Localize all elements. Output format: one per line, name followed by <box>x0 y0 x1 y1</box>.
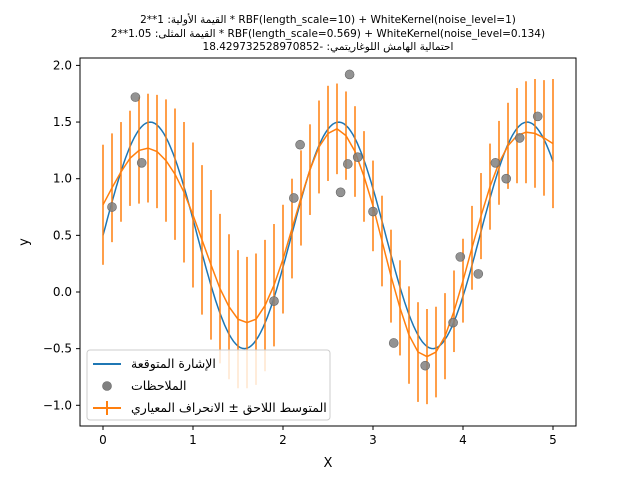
title-line-1: القيمة الأولية: 1**2 * RBF(length_scale=… <box>140 13 516 26</box>
observation-point <box>288 193 299 203</box>
observation-point <box>455 252 466 262</box>
legend: الإشارة المتوقعة الملاحظات المتوسط اللاحق … <box>86 349 331 421</box>
observation-point <box>295 139 305 150</box>
legend-label: الملاحظات <box>131 378 187 393</box>
y-tick-label: 0.0 <box>53 285 72 299</box>
x-tick-label: 1 <box>189 433 197 447</box>
observation-point <box>490 158 501 168</box>
x-axis-label: X <box>324 456 333 471</box>
x-tick-label: 2 <box>279 433 287 447</box>
observation-point <box>420 360 431 371</box>
observation-point <box>130 92 141 102</box>
observation-point <box>352 152 363 162</box>
legend-label: الإشارة المتوقعة <box>131 356 216 372</box>
x-tick-label: 0 <box>99 433 107 447</box>
y-tick-label: −0.5 <box>43 342 72 356</box>
y-tick-label: 2.0 <box>53 58 72 72</box>
posterior-mean-line <box>102 127 554 358</box>
x-axis: 0 1 2 3 4 5 <box>99 426 557 447</box>
legend-circle-icon <box>102 381 112 391</box>
observation-point <box>501 173 512 184</box>
observation-point <box>107 202 117 212</box>
legend-box <box>86 349 331 421</box>
y-axis-label: y <box>17 238 32 246</box>
title-line-2: القيمة المثلى: 1.05**2 * RBF(length_scal… <box>111 28 545 40</box>
y-tick-label: 1.0 <box>53 172 72 186</box>
observation-point <box>335 187 346 198</box>
y-tick-label: 0.5 <box>53 228 72 242</box>
axes-frame <box>79 57 577 427</box>
observation-point <box>136 158 147 168</box>
observation-point <box>532 111 543 122</box>
observation-point <box>342 159 353 169</box>
legend-label: المتوسط اللاحق ± الانحراف المعياري <box>131 400 327 416</box>
y-tick-label: −1.0 <box>43 398 72 412</box>
observation-point <box>514 133 525 143</box>
chart-title: القيمة الأولية: 1**2 * RBF(length_scale=… <box>111 13 545 53</box>
observation-point <box>269 296 279 306</box>
x-tick-label: 5 <box>549 433 557 447</box>
y-axis: −1.0 −0.5 0.0 0.5 1.0 1.5 2.0 <box>43 58 80 412</box>
plot-area <box>102 69 554 405</box>
observation-point <box>388 338 399 348</box>
observation-point <box>368 206 378 217</box>
title-line-3: احتمالية الهامش اللوغاريتمي: -18.4297325… <box>203 41 454 53</box>
observation-point <box>448 317 458 328</box>
y-tick-label: 1.5 <box>53 115 72 129</box>
observation-point <box>344 69 355 80</box>
x-tick-label: 4 <box>459 433 467 447</box>
observation-point <box>473 269 484 279</box>
x-tick-label: 3 <box>369 433 377 447</box>
